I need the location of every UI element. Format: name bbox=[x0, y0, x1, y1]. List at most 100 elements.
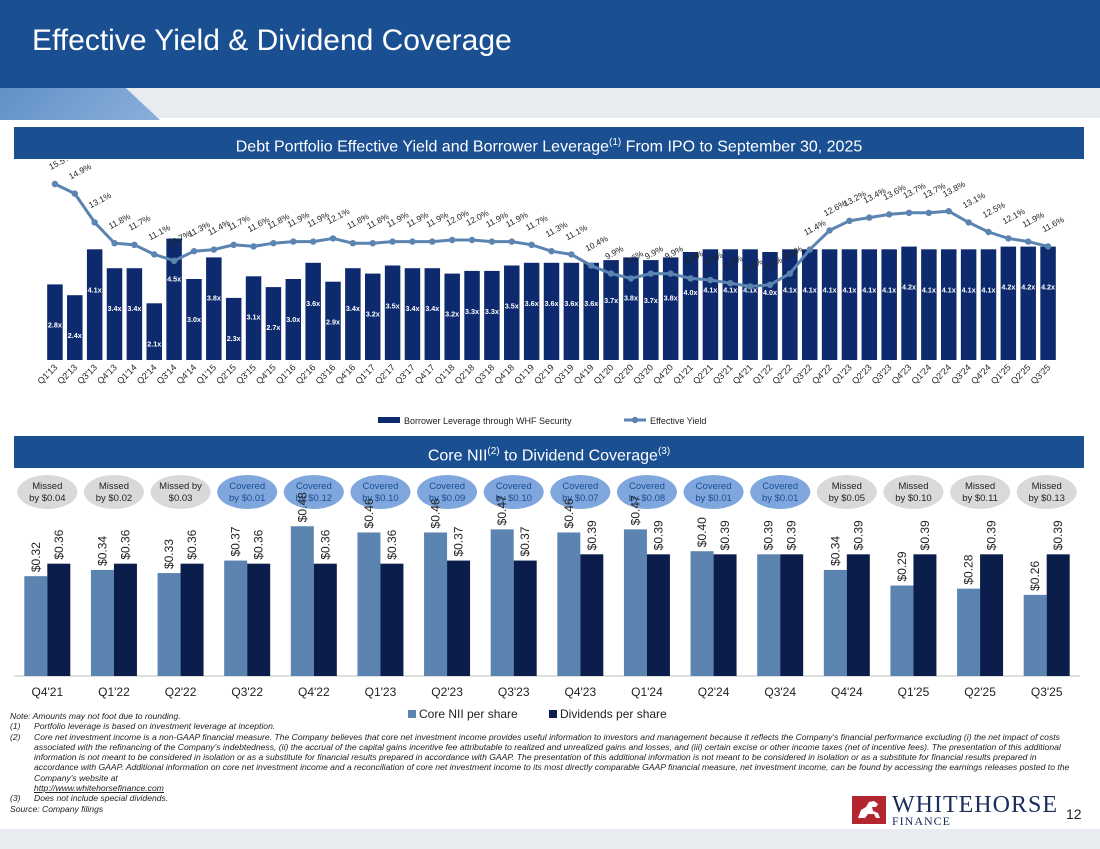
footnotes: Note: Amounts may not foot due to roundi… bbox=[10, 711, 1070, 814]
leverage-bar-label: 4.1x bbox=[942, 285, 956, 294]
leverage-bar-label: 3.6x bbox=[525, 299, 539, 308]
leverage-bar bbox=[662, 257, 679, 360]
x-tick-label: Q2'23 bbox=[431, 685, 463, 699]
leverage-bar bbox=[1040, 246, 1056, 360]
leverage-bar-label: 4.1x bbox=[703, 285, 717, 294]
core-nii-bar bbox=[490, 529, 514, 676]
leverage-bar bbox=[841, 249, 858, 360]
core-nii-bar bbox=[1023, 594, 1047, 676]
x-tick-label: Q4'23 bbox=[890, 362, 914, 386]
leverage-bar bbox=[563, 262, 580, 360]
dividend-bar bbox=[846, 554, 870, 676]
effective-yield-point bbox=[290, 238, 297, 245]
x-tick-label: Q1'23 bbox=[365, 685, 397, 699]
leverage-bar bbox=[861, 249, 878, 360]
dividend-label: $0.39 bbox=[918, 520, 932, 550]
x-tick-label: Q1'15 bbox=[194, 362, 218, 386]
coverage-bubble-covered bbox=[616, 475, 677, 509]
leverage-bar-label: 3.3x bbox=[465, 307, 479, 316]
x-tick-label: Q3'25 bbox=[1031, 685, 1063, 699]
x-tick-label: Q4'16 bbox=[333, 362, 357, 386]
leverage-bar bbox=[364, 273, 381, 360]
coverage-bubble-line1: Covered bbox=[629, 481, 665, 492]
x-tick-label: Q3'13 bbox=[75, 362, 99, 386]
footnote-1-text: Portfolio leverage is based on investmen… bbox=[34, 721, 276, 732]
coverage-bubble-line1: Covered bbox=[229, 481, 265, 492]
effective-yield-point bbox=[329, 235, 337, 242]
x-tick-label: Q3'20 bbox=[631, 362, 655, 386]
core-nii-bar bbox=[823, 569, 847, 676]
effective-yield-point bbox=[568, 251, 575, 258]
effective-yield-point bbox=[687, 275, 694, 282]
section-title-coverage-pre: Core NII bbox=[427, 447, 488, 465]
effective-yield-point bbox=[846, 217, 853, 224]
website-link[interactable]: http://www.whitehorsefinance.com bbox=[34, 783, 164, 794]
coverage-bubble-missed bbox=[883, 475, 944, 509]
coverage-bubble-line2: by $0.07 bbox=[562, 493, 598, 504]
dividend-bar bbox=[913, 554, 937, 676]
x-tick-label: Q4'19 bbox=[572, 362, 596, 386]
effective-yield-label: 13.1% bbox=[961, 190, 987, 210]
section-banner-yield: Debt Portfolio Effective Yield and Borro… bbox=[14, 127, 1084, 159]
effective-yield-label: 9.9% bbox=[603, 243, 625, 261]
coverage-bubble-line1: Missed by bbox=[159, 481, 202, 492]
leverage-bar bbox=[384, 265, 401, 360]
effective-yield-point bbox=[51, 180, 59, 188]
x-tick-label: Q2'20 bbox=[612, 362, 636, 386]
effective-yield-point bbox=[885, 211, 893, 218]
leverage-bar bbox=[1000, 246, 1017, 360]
coverage-bubble-line1: Missed bbox=[99, 481, 129, 492]
leverage-bar-label: 4.1x bbox=[723, 285, 737, 294]
leverage-bar bbox=[1020, 246, 1036, 360]
effective-yield-point bbox=[91, 219, 98, 226]
dividend-bar bbox=[980, 554, 1004, 676]
legend-nii-swatch bbox=[408, 710, 416, 718]
x-tick-label: Q2'23 bbox=[850, 362, 874, 386]
legend-dividend-swatch bbox=[549, 710, 557, 718]
logo-wordmark: WHITEHORSE bbox=[892, 792, 1058, 818]
x-tick-label: Q4'24 bbox=[831, 685, 863, 699]
x-tick-label: Q3'25 bbox=[1029, 362, 1053, 386]
leverage-bar bbox=[146, 303, 162, 360]
dividend-label: $0.39 bbox=[985, 520, 999, 550]
effective-yield-point bbox=[528, 241, 535, 248]
coverage-bubble-line1: Covered bbox=[562, 481, 598, 492]
core-nii-bar bbox=[557, 532, 581, 676]
leverage-bar-label: 4.5x bbox=[167, 275, 181, 284]
core-nii-bar bbox=[24, 576, 48, 676]
footnote-2-num: (2) bbox=[10, 731, 21, 742]
x-tick-label: Q1'18 bbox=[433, 362, 457, 386]
x-tick-label: Q4'24 bbox=[969, 362, 993, 386]
leverage-bar bbox=[702, 249, 719, 360]
effective-yield-label: 13.8% bbox=[941, 179, 967, 199]
effective-yield-point bbox=[230, 241, 237, 248]
coverage-bubble-covered bbox=[350, 475, 411, 509]
effective-yield-point bbox=[826, 227, 833, 234]
coverage-bubble-covered bbox=[683, 475, 744, 509]
leverage-bar bbox=[47, 284, 63, 360]
logo-subtitle: FINANCE bbox=[892, 814, 952, 828]
leverage-bar-label: 2.1x bbox=[147, 339, 161, 348]
coverage-bubble-line2: by $0.08 bbox=[629, 493, 665, 504]
coverage-bubble-line1: Missed bbox=[832, 481, 862, 492]
dividend-label: $0.36 bbox=[185, 529, 199, 559]
leverage-bar-label: 3.8x bbox=[664, 293, 678, 302]
leverage-bar-label: 2.3x bbox=[227, 334, 241, 343]
section-title-coverage-sup2: (3) bbox=[657, 446, 671, 457]
effective-yield-point bbox=[786, 270, 794, 277]
coverage-bubble-covered bbox=[417, 475, 478, 509]
x-tick-label: Q2'17 bbox=[373, 362, 397, 386]
legend-leverage-label: Borrower Leverage through WHF Security bbox=[404, 416, 572, 426]
coverage-bubble-line1: Covered bbox=[762, 481, 798, 492]
leverage-bar-label: 4.1x bbox=[88, 285, 102, 294]
leverage-bar-label: 3.0x bbox=[187, 315, 201, 324]
effective-yield-point bbox=[746, 283, 754, 290]
effective-yield-point bbox=[151, 251, 158, 258]
x-tick-label: Q4'20 bbox=[651, 362, 675, 386]
x-tick-label: Q1'22 bbox=[751, 362, 775, 386]
x-tick-label: Q3'23 bbox=[498, 685, 530, 699]
dividend-bar bbox=[313, 563, 337, 676]
core-nii-bar bbox=[357, 532, 381, 676]
leverage-bar-label: 3.5x bbox=[386, 302, 400, 311]
coverage-bubble-line2: by $0.01 bbox=[229, 493, 265, 504]
